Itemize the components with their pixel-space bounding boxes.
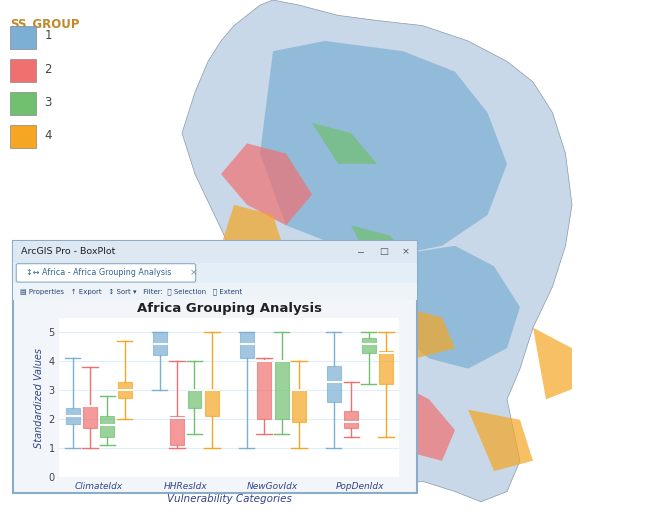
Bar bbox=[10, 125, 36, 148]
Bar bbox=[66, 408, 79, 424]
Bar bbox=[10, 59, 36, 82]
Polygon shape bbox=[533, 328, 572, 399]
Polygon shape bbox=[299, 287, 377, 358]
Text: ▤ Properties   ↑ Export   ↕ Sort ▾   Filter:  ⬜ Selection   ⬜ Extent: ▤ Properties ↑ Export ↕ Sort ▾ Filter: ⬜… bbox=[20, 288, 242, 295]
Polygon shape bbox=[403, 307, 455, 358]
Text: □: □ bbox=[379, 247, 388, 257]
Bar bbox=[170, 416, 184, 445]
Bar bbox=[153, 332, 166, 355]
FancyBboxPatch shape bbox=[16, 264, 196, 282]
Text: ↕↔ Africa - Africa Grouping Analysis: ↕↔ Africa - Africa Grouping Analysis bbox=[26, 268, 172, 278]
Polygon shape bbox=[390, 379, 455, 461]
Bar bbox=[361, 338, 376, 353]
Polygon shape bbox=[351, 225, 416, 276]
Bar bbox=[10, 26, 36, 49]
Text: ×: × bbox=[190, 268, 198, 278]
Polygon shape bbox=[182, 0, 572, 502]
Bar bbox=[13, 241, 417, 263]
Bar bbox=[13, 263, 417, 283]
Text: SS_GROUP: SS_GROUP bbox=[10, 18, 80, 31]
Bar bbox=[379, 351, 393, 385]
Polygon shape bbox=[221, 205, 286, 276]
Polygon shape bbox=[325, 328, 377, 369]
Text: −: − bbox=[358, 247, 365, 257]
Text: ×: × bbox=[402, 247, 410, 257]
Text: ArcGIS Pro - BoxPlot: ArcGIS Pro - BoxPlot bbox=[21, 247, 115, 257]
Bar bbox=[274, 360, 289, 419]
Bar bbox=[327, 366, 341, 402]
Bar bbox=[100, 416, 114, 437]
Polygon shape bbox=[221, 143, 312, 225]
Bar bbox=[187, 389, 202, 408]
Polygon shape bbox=[390, 246, 520, 369]
Bar bbox=[10, 92, 36, 115]
Y-axis label: Standardized Values: Standardized Values bbox=[34, 348, 44, 447]
Title: Africa Grouping Analysis: Africa Grouping Analysis bbox=[136, 302, 322, 315]
Bar bbox=[257, 360, 271, 419]
Polygon shape bbox=[260, 41, 507, 256]
Bar bbox=[240, 332, 254, 358]
Bar bbox=[292, 389, 306, 422]
Bar bbox=[118, 381, 132, 397]
Polygon shape bbox=[468, 410, 533, 471]
Bar bbox=[205, 389, 219, 416]
X-axis label: Vulnerability Categories: Vulnerability Categories bbox=[167, 494, 292, 504]
Polygon shape bbox=[312, 123, 377, 164]
Bar bbox=[83, 405, 97, 428]
Text: 2: 2 bbox=[44, 62, 52, 76]
Text: 4: 4 bbox=[44, 129, 52, 142]
FancyBboxPatch shape bbox=[13, 241, 417, 493]
Bar bbox=[13, 283, 417, 300]
Text: 3: 3 bbox=[44, 96, 51, 109]
Text: 1: 1 bbox=[44, 29, 52, 42]
Bar bbox=[344, 411, 358, 428]
